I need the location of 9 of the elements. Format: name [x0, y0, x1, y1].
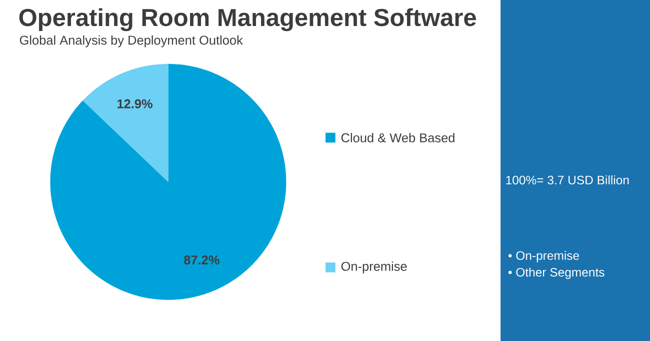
text: • Other Segments: [508, 268, 604, 279]
legend-label: Cloud & Web Based: [341, 132, 454, 142]
text: • On-premise: [508, 250, 580, 262]
data-label: 87.2%: [184, 255, 220, 264]
text: 100%= 3.7 USD Billion: [506, 175, 629, 184]
chart-subtitle: Global Analysis by Deployment Outlook: [20, 35, 243, 48]
chart-title: Operating Room Management Software: [19, 8, 476, 32]
data-label: 12.9%: [117, 99, 152, 108]
legend-label: On-premise: [341, 261, 407, 274]
